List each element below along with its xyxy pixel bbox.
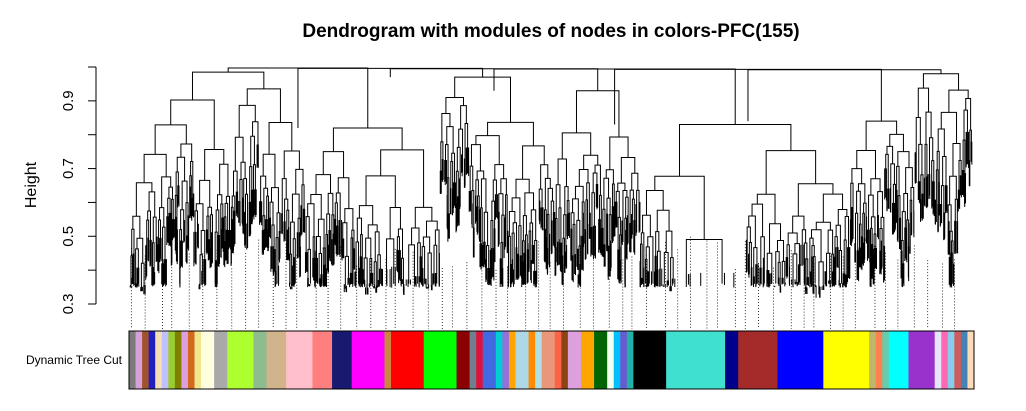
module-color-segment <box>161 331 169 389</box>
module-color-segment <box>561 331 569 389</box>
module-color-segment <box>875 331 883 389</box>
module-color-segment <box>725 331 739 389</box>
color-row-label: Dynamic Tree Cut <box>26 353 123 367</box>
color-row-border <box>128 330 975 390</box>
module-color-segment <box>554 331 562 389</box>
module-color-segment <box>312 331 333 389</box>
module-color-segment <box>888 331 909 389</box>
module-color-segment <box>882 331 890 389</box>
y-axis: 0.3 0.5 0.7 0.9 <box>60 66 97 315</box>
module-color-segment <box>960 331 968 389</box>
module-color-segment <box>148 331 156 389</box>
module-color-segment <box>738 331 778 389</box>
module-color-segment <box>777 331 824 389</box>
module-color-segment <box>174 331 182 389</box>
dendrogram-tree <box>129 67 973 298</box>
module-color-segment <box>594 331 608 389</box>
module-color-segment <box>227 331 254 389</box>
module-color-segment <box>908 331 936 389</box>
module-color-segment <box>201 331 215 389</box>
module-color-segment <box>869 331 877 389</box>
module-color-segment <box>508 331 516 389</box>
module-color-segment <box>384 331 392 389</box>
module-color-segment <box>666 331 726 389</box>
module-color-segment <box>476 331 484 389</box>
module-color-segment <box>515 331 529 389</box>
module-color-segment <box>351 331 385 389</box>
module-color-segment <box>286 331 313 389</box>
module-color-segment <box>266 331 287 389</box>
module-color-segment <box>823 331 870 389</box>
module-color-segment <box>168 331 176 389</box>
y-tick-label: 0.3 <box>60 294 77 315</box>
module-color-segment <box>129 331 136 389</box>
module-color-segment <box>253 331 267 389</box>
module-color-segment <box>482 331 497 389</box>
module-color-segment <box>469 331 477 389</box>
y-tick-label: 0.5 <box>60 226 77 247</box>
module-color-segment <box>954 331 962 389</box>
y-tick-label: 0.9 <box>60 90 77 111</box>
module-color-segment <box>495 331 503 389</box>
module-color-segment <box>332 331 353 389</box>
leaf-connector-lines <box>130 236 956 329</box>
module-color-segment <box>947 331 955 389</box>
module-color-segment <box>633 331 667 389</box>
module-color-segment <box>456 331 471 389</box>
module-color-segment <box>934 331 942 389</box>
figure-title: Dendrogram with modules of nodes in colo… <box>302 21 799 42</box>
module-color-segment <box>181 331 189 389</box>
module-color-segment <box>423 331 457 389</box>
module-color-segment <box>187 331 195 389</box>
module-color-segment <box>620 331 628 389</box>
module-color-segment <box>502 331 510 389</box>
module-color-segment <box>135 331 143 389</box>
module-color-segment <box>541 331 556 389</box>
module-color-segment <box>567 331 582 389</box>
module-color-segment <box>580 331 595 389</box>
module-color-segment <box>607 331 615 389</box>
y-tick-label: 0.7 <box>60 158 77 179</box>
module-color-row <box>129 331 975 389</box>
module-color-segment <box>967 331 975 389</box>
module-color-segment <box>941 331 949 389</box>
module-color-segment <box>613 331 621 389</box>
module-color-segment <box>155 331 163 389</box>
module-color-segment <box>214 331 228 389</box>
module-color-segment <box>194 331 202 389</box>
y-axis-title: Height <box>23 161 40 208</box>
dendrogram-branches <box>129 67 973 298</box>
module-color-segment <box>535 331 543 389</box>
module-color-segment <box>391 331 425 389</box>
module-color-segment <box>142 331 150 389</box>
module-color-segment <box>626 331 634 389</box>
module-color-segment <box>528 331 536 389</box>
